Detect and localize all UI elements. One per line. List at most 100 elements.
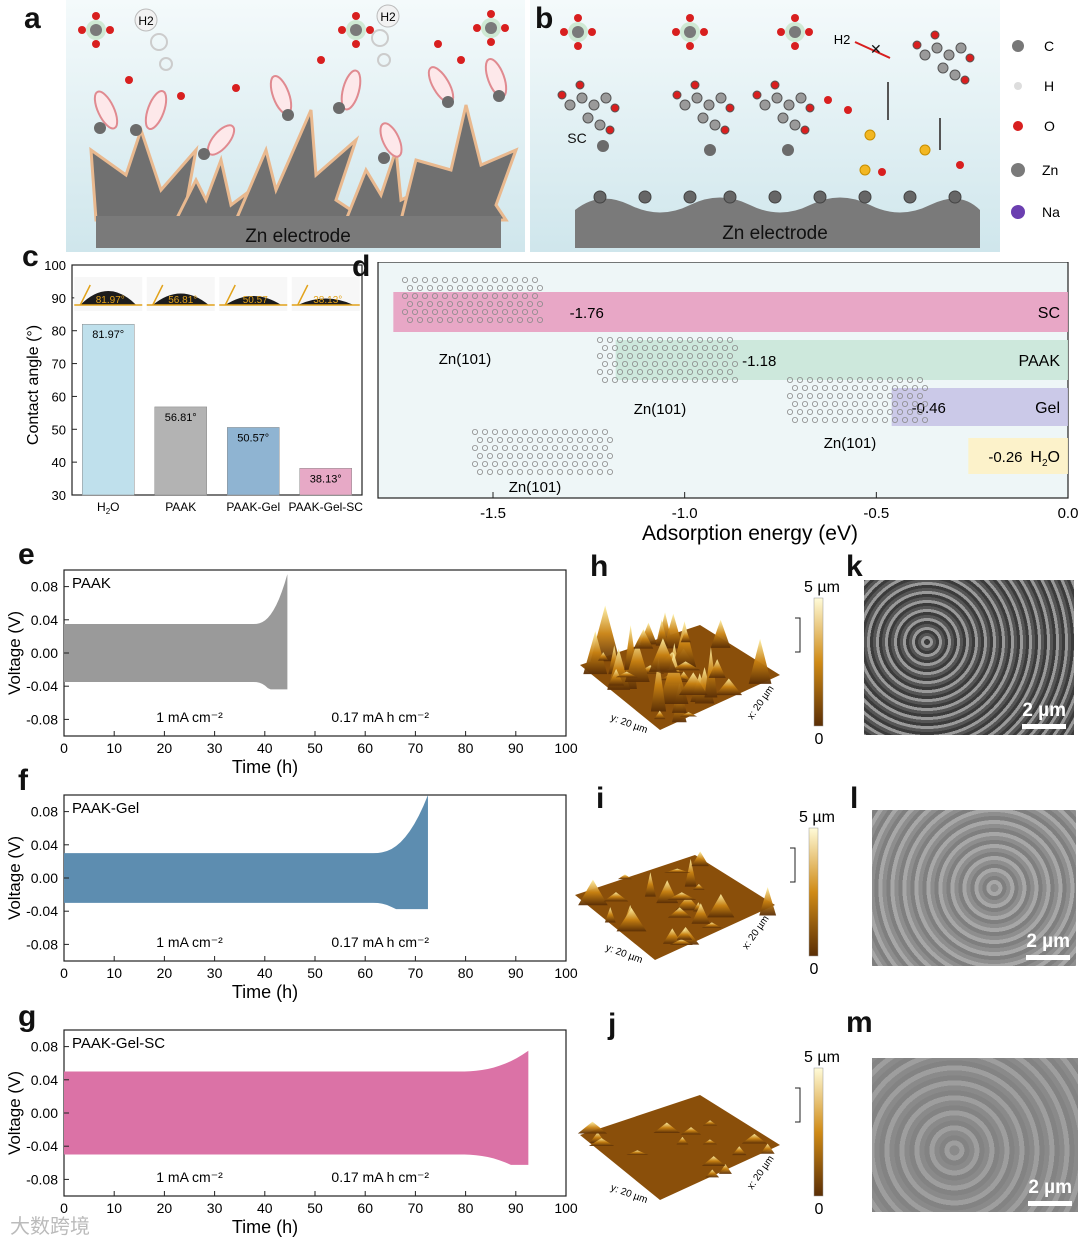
y-tick-label: 0.08 (31, 1039, 58, 1055)
category-label: PAAK (165, 500, 196, 514)
afm-peak (653, 1122, 681, 1134)
afm-peak (578, 879, 608, 906)
afm-peak (705, 1169, 720, 1178)
x-tick-label: 80 (458, 965, 474, 981)
svg-text:✕: ✕ (870, 41, 882, 57)
afm-peak (702, 1120, 718, 1126)
afm-peak (626, 1150, 649, 1155)
afm-peak (663, 613, 684, 649)
y-axis-label: Voltage (V) (5, 611, 24, 695)
y-tick-label: 50 (52, 422, 66, 437)
afm-peak (679, 712, 698, 717)
panel-label-b: b (535, 2, 554, 35)
bar-paak (154, 406, 207, 496)
hydrated-zn-complex (672, 14, 708, 50)
bar-paak-gel (227, 427, 280, 496)
sem-image-k: 2 µm (864, 580, 1074, 735)
afm-scale-max: 5 µm (804, 1049, 840, 1066)
surface-label: Zn(101) (634, 401, 687, 418)
afm-peak (583, 631, 608, 675)
x-tick-label: 20 (157, 1200, 173, 1216)
y-tick-label: 90 (52, 291, 66, 306)
bar-value-label: 50.57° (237, 432, 269, 444)
current-density-label: 1 mA cm⁻² (156, 709, 223, 725)
x-tick-label: 10 (106, 965, 122, 981)
droplet-angle-label: 56.81° (168, 295, 197, 306)
afm-peak (669, 939, 694, 945)
surface-label: Zn(101) (824, 435, 877, 452)
x-tick-label: 80 (458, 1200, 474, 1216)
y-tick-label: -0.04 (26, 678, 58, 694)
x-tick-label: 100 (554, 965, 578, 981)
afm-peak (693, 883, 705, 890)
x-tick-label: 10 (106, 740, 122, 756)
y-tick-label: 30 (52, 488, 66, 503)
afm-peak (759, 887, 777, 916)
hydrated-zn-complex (78, 12, 114, 48)
afm-peak (615, 671, 638, 678)
legend-zn: Zn (1042, 162, 1058, 178)
afm-peak (741, 1133, 768, 1144)
bar-h2o (82, 323, 135, 496)
afm-peak (633, 629, 654, 649)
zn101-slab: Zn(101) (596, 337, 738, 418)
y-tick-label: 80 (52, 324, 66, 339)
x-tick-label: 60 (357, 1200, 373, 1216)
x-tick-label: 40 (257, 965, 273, 981)
category-label: H2O (97, 500, 119, 516)
x-tick-label: -1.5 (480, 505, 506, 522)
legend-o-icon (1013, 121, 1023, 131)
x-axis-label: Time (h) (232, 982, 298, 1002)
h2-label: H2 (380, 10, 396, 24)
zn-electrode-label: Zn electrode (722, 223, 828, 244)
afm-peak (624, 640, 650, 682)
height-bracket (795, 617, 801, 653)
afm-peak (664, 868, 691, 873)
energy-bar-sc (393, 292, 1068, 332)
afm-peak (702, 1139, 718, 1145)
afm-colour-scale (813, 597, 824, 727)
y-tick-label: -0.08 (26, 711, 58, 727)
afm-peak (603, 892, 629, 902)
afm-peak (648, 638, 677, 672)
afm-scale-min: 0 (815, 731, 824, 748)
series-name: PAAK-Gel-SC (72, 1035, 165, 1052)
x-tick-label: 10 (106, 1200, 122, 1216)
hydrated-zn-complex (473, 10, 509, 46)
scale-bar: 2 µm (1028, 1177, 1072, 1206)
areal-capacity-label: 0.17 mA h cm⁻² (331, 1169, 429, 1185)
afm-peak (701, 1156, 726, 1166)
afm-peak (760, 1143, 775, 1154)
panel-b: Zn electrode SC (530, 0, 1080, 252)
y-tick-label: 100 (44, 258, 66, 273)
sc-molecule (557, 80, 620, 135)
afm-peak (707, 894, 735, 918)
scale-bar-label: 2 µm (1022, 700, 1066, 721)
afm-peak (667, 907, 692, 918)
energy-category-label: Gel (1035, 400, 1060, 417)
legend-o: O (1044, 118, 1055, 134)
zn101-slab: Zn(101) (472, 428, 613, 496)
x-axis-label: Time (h) (232, 757, 298, 777)
afm-peak (659, 652, 689, 705)
sem-image-m: 2 µm (872, 1058, 1078, 1212)
afm-colour-scale (808, 827, 819, 957)
afm-scale-max: 5 µm (804, 579, 840, 596)
reaction-arrows (887, 82, 941, 150)
bar-value-label: 56.81° (165, 412, 197, 424)
voltage-band (64, 1050, 529, 1165)
afm-peak (680, 1127, 702, 1135)
afm-image-j: y: 20 µmx: 20 µm5 µm0 (577, 1049, 840, 1218)
y-tick-label: 40 (52, 455, 66, 470)
afm-peak (748, 638, 772, 684)
y-tick-label: 0.04 (31, 837, 58, 853)
current-density-label: 1 mA cm⁻² (156, 1169, 223, 1185)
energy-category-label: H2O (1030, 449, 1060, 469)
height-bracket (790, 847, 796, 883)
zn-electrode-surface (575, 197, 980, 248)
afm-peak (672, 621, 697, 667)
x-tick-label: 30 (207, 965, 223, 981)
x-tick-label: 20 (157, 740, 173, 756)
zn101-slab: Zn(101) (402, 276, 543, 368)
afm-peak (732, 1146, 747, 1156)
